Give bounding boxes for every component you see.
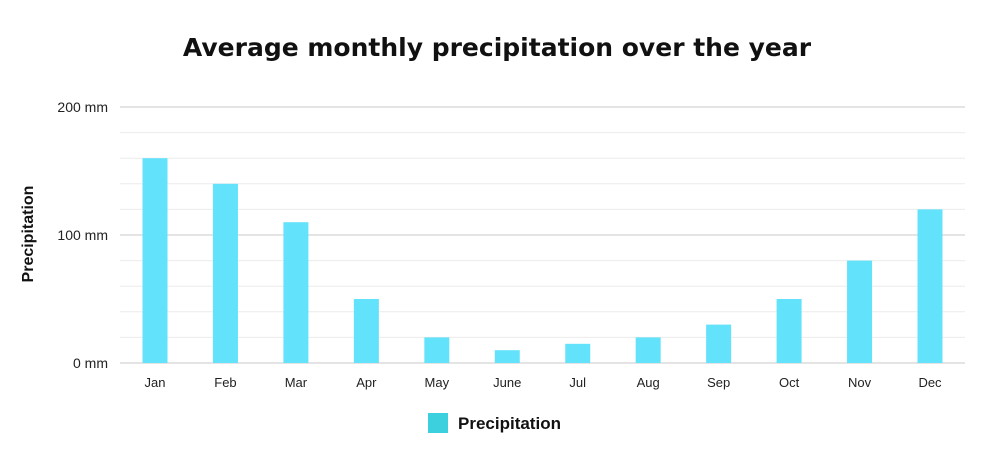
bar bbox=[494, 350, 520, 363]
x-tick-label: Aug bbox=[637, 375, 660, 390]
bar bbox=[635, 337, 661, 363]
x-tick-label: Apr bbox=[356, 375, 377, 390]
legend-swatch bbox=[428, 413, 448, 433]
y-axis-ticks: 0 mm 100 mm 200 mm bbox=[57, 99, 108, 371]
y-tick-label: 100 mm bbox=[57, 227, 108, 243]
x-tick-label: Jul bbox=[569, 375, 586, 390]
grid-lines bbox=[120, 106, 965, 364]
bar bbox=[565, 343, 591, 363]
x-tick-label: Feb bbox=[214, 375, 236, 390]
y-tick-label: 200 mm bbox=[57, 99, 108, 115]
bar bbox=[353, 299, 379, 363]
x-tick-label: Nov bbox=[848, 375, 872, 390]
bar bbox=[424, 337, 450, 363]
x-tick-label: Mar bbox=[285, 375, 308, 390]
bar bbox=[776, 299, 802, 363]
bar bbox=[212, 183, 238, 363]
bar bbox=[283, 222, 309, 363]
x-tick-label: May bbox=[425, 375, 450, 390]
x-tick-label: Jan bbox=[145, 375, 166, 390]
chart-title: Average monthly precipitation over the y… bbox=[183, 33, 812, 62]
bars bbox=[142, 158, 943, 363]
bar bbox=[917, 209, 943, 363]
x-tick-label: Dec bbox=[918, 375, 942, 390]
y-tick-label: 0 mm bbox=[73, 355, 108, 371]
legend: Precipitation bbox=[428, 413, 561, 433]
x-tick-label: June bbox=[493, 375, 521, 390]
y-axis-label: Precipitation bbox=[20, 186, 37, 283]
bar bbox=[847, 260, 873, 363]
bar bbox=[706, 324, 732, 363]
x-tick-label: Sep bbox=[707, 375, 730, 390]
x-axis-ticks: Jan Feb Mar Apr May June Jul Aug Sep Oct Nov Dec bbox=[145, 375, 943, 390]
x-tick-label: Oct bbox=[779, 375, 800, 390]
legend-label: Precipitation bbox=[458, 414, 561, 433]
bar bbox=[142, 158, 168, 363]
